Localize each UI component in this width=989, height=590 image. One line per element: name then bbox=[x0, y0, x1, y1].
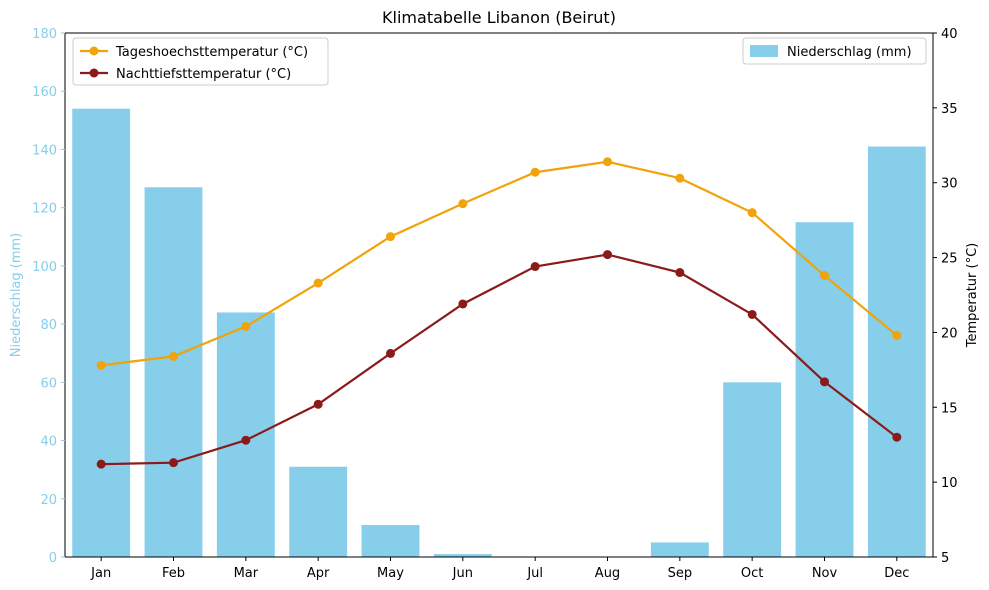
high-temp-point-aug bbox=[603, 157, 612, 167]
y-left-tick-label: 140 bbox=[32, 143, 57, 158]
y-right-tick-label: 5 bbox=[941, 551, 949, 566]
legend-high-marker bbox=[89, 46, 99, 56]
precipitation-bar-jun bbox=[433, 554, 492, 557]
precipitation-bar-feb bbox=[144, 187, 203, 558]
x-tick-label: Jan bbox=[90, 566, 111, 581]
y-left-tick-label: 60 bbox=[40, 376, 57, 391]
y-right-tick-label: 35 bbox=[941, 102, 958, 117]
x-tick-label: Oct bbox=[741, 566, 763, 581]
precipitation-bar-may bbox=[361, 524, 420, 557]
legend-precipitation: Niederschlag (mm) bbox=[742, 37, 927, 65]
low-temp-point-aug bbox=[603, 250, 612, 260]
y-left-tick-label: 120 bbox=[32, 202, 57, 217]
chart-title: Klimatabelle Libanon (Beirut) bbox=[382, 8, 616, 27]
y-axis-left-label: Niederschlag (mm) bbox=[9, 233, 24, 358]
legend-precipitation-label: Niederschlag (mm) bbox=[787, 45, 912, 60]
low-temp-point-nov bbox=[820, 377, 829, 387]
plot-frame bbox=[64, 32, 934, 558]
y-right-tick-label: 30 bbox=[941, 177, 958, 192]
low-temp-point-jan bbox=[96, 459, 106, 469]
y-left-tick-label: 80 bbox=[40, 318, 57, 333]
x-tick-label: Apr bbox=[307, 566, 330, 581]
legend-low-label: Nachttiefsttemperatur (°C) bbox=[116, 67, 291, 82]
x-tick-label: Mar bbox=[234, 566, 259, 581]
precipitation-bar-apr bbox=[289, 466, 348, 557]
high-temp-point-feb bbox=[169, 351, 178, 361]
low-temp-point-apr bbox=[313, 399, 323, 409]
high-temp-point-jun bbox=[458, 199, 468, 209]
x-tick-label: Jun bbox=[452, 566, 473, 581]
y-left-tick-label: 20 bbox=[40, 493, 57, 508]
y-left-tick-label: 40 bbox=[40, 435, 57, 450]
low-temp-point-oct bbox=[747, 309, 757, 319]
precipitation-bar-mar bbox=[216, 312, 275, 557]
y-axis-right: 5 10 15 20 25 30 35 40 bbox=[933, 27, 958, 566]
precipitation-bar-oct bbox=[723, 382, 782, 557]
x-tick-label: Jul bbox=[526, 566, 543, 581]
precipitation-bar-dec bbox=[867, 146, 926, 558]
low-temp-point-may bbox=[386, 348, 395, 358]
high-temp-point-nov bbox=[820, 271, 829, 281]
x-tick-label: Sep bbox=[668, 566, 693, 581]
low-temp-line bbox=[101, 253, 898, 466]
high-temp-point-jul bbox=[530, 167, 540, 177]
legend-high-label: Tageshoechsttemperatur (°C) bbox=[115, 45, 308, 60]
y-left-tick-label: 180 bbox=[32, 27, 57, 42]
y-right-tick-label: 20 bbox=[941, 326, 958, 341]
y-left-tick-label: 100 bbox=[32, 260, 57, 275]
temperature-lines bbox=[96, 157, 902, 469]
x-axis: Jan Feb Mar Apr May Jun Jul Aug Sep Oct Nov Dec bbox=[90, 557, 909, 581]
precipitation-bar-sep bbox=[650, 542, 709, 557]
low-temp-point-sep bbox=[675, 268, 685, 278]
y-right-tick-label: 40 bbox=[941, 27, 958, 42]
high-temp-point-dec bbox=[892, 330, 902, 340]
precipitation-bars bbox=[72, 108, 926, 558]
y-axis-right-label: Temperatur (°C) bbox=[965, 243, 980, 349]
legend-precipitation-swatch bbox=[750, 45, 778, 57]
legend-precipitation-box bbox=[742, 37, 927, 65]
y-right-tick-label: 25 bbox=[941, 252, 958, 267]
high-temp-point-oct bbox=[747, 208, 757, 218]
low-temp-point-mar bbox=[241, 435, 251, 445]
x-tick-label: Aug bbox=[595, 566, 620, 581]
y-axis-left: 0 20 40 60 80 100 120 140 160 180 bbox=[32, 27, 65, 566]
legend-temperature: Tageshoechsttemperatur (°C) Nachttiefstt… bbox=[72, 37, 329, 86]
x-tick-label: Dec bbox=[884, 566, 909, 581]
low-temp-point-jul bbox=[530, 262, 540, 272]
y-left-tick-label: 0 bbox=[49, 551, 57, 566]
x-tick-label: Nov bbox=[812, 566, 838, 581]
low-temp-point-jun bbox=[458, 299, 468, 309]
high-temp-point-mar bbox=[241, 321, 251, 331]
y-right-tick-label: 15 bbox=[941, 401, 958, 416]
high-temp-point-jan bbox=[96, 360, 106, 370]
x-tick-label: May bbox=[377, 566, 404, 581]
high-temp-line bbox=[101, 160, 898, 367]
legend-temperature-box bbox=[72, 37, 329, 86]
precipitation-bar-jan bbox=[72, 108, 131, 557]
high-temp-point-may bbox=[386, 232, 395, 242]
x-tick-label: Feb bbox=[162, 566, 185, 581]
high-temp-point-apr bbox=[313, 278, 323, 288]
y-left-tick-label: 160 bbox=[32, 85, 57, 100]
low-temp-point-feb bbox=[169, 458, 178, 468]
legend-low-marker bbox=[89, 68, 99, 78]
y-right-tick-label: 10 bbox=[941, 476, 958, 491]
low-temp-point-dec bbox=[892, 432, 902, 442]
high-temp-point-sep bbox=[675, 173, 685, 183]
